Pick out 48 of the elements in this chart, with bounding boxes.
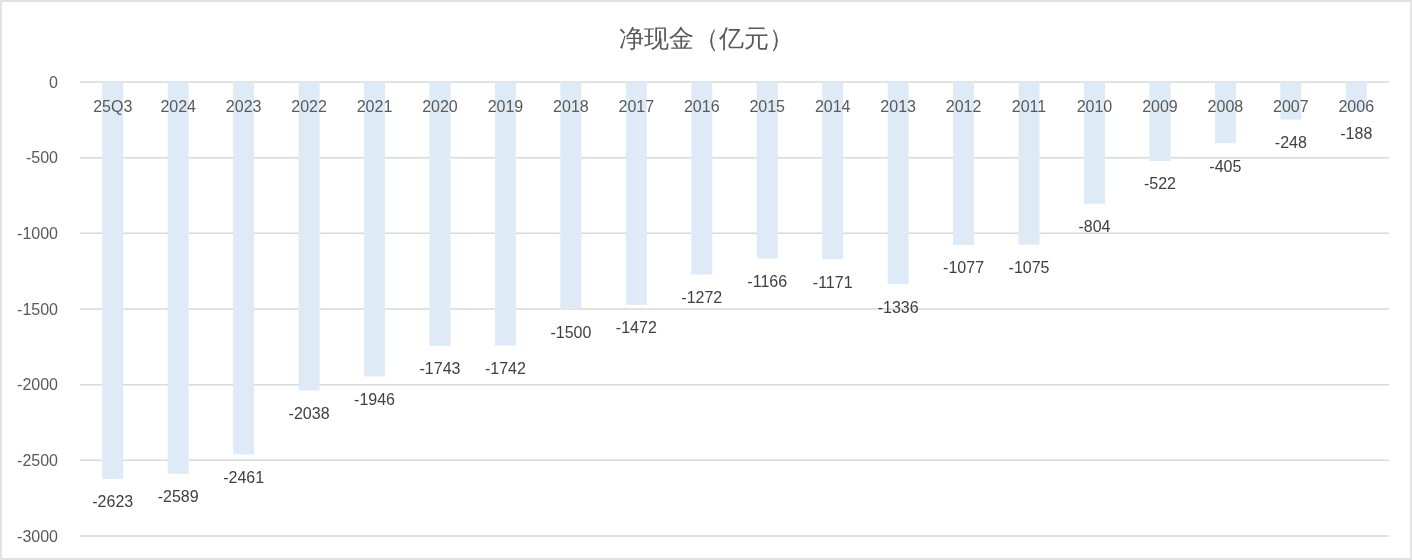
x-tick-label: 2021	[356, 97, 393, 115]
data-label: -1500	[550, 323, 592, 341]
x-tick-label: 2011	[1011, 97, 1047, 115]
data-label: -1077	[943, 259, 985, 277]
x-tick-label: 2006	[1338, 97, 1375, 115]
x-tick-label: 2017	[618, 97, 655, 115]
y-tick-label: 0	[49, 73, 58, 91]
data-label: -1743	[419, 360, 461, 378]
x-tick-label: 2009	[1142, 97, 1178, 115]
data-label: -1336	[877, 298, 919, 316]
y-tick-label: -2500	[17, 451, 58, 469]
x-tick-label: 2022	[291, 97, 327, 115]
y-tick-label: -3000	[17, 527, 58, 545]
data-label: -1272	[681, 289, 723, 306]
data-label: -2038	[288, 404, 330, 422]
x-tick-label: 2018	[553, 97, 589, 115]
data-label: -188	[1340, 124, 1373, 142]
data-label: -1171	[812, 273, 853, 291]
data-label: -1742	[484, 360, 526, 378]
title: 净现金（亿元）	[618, 24, 794, 52]
data-label: -405	[1209, 157, 1242, 175]
x-tick-label: 2008	[1207, 97, 1244, 115]
data-label: -522	[1143, 175, 1176, 193]
x-tick-label: 2016	[684, 97, 720, 115]
data-label: -2589	[157, 488, 199, 506]
x-tick-label: 2007	[1273, 97, 1309, 115]
data-label: -2461	[223, 468, 265, 486]
x-tick-label: 2019	[487, 97, 524, 115]
data-label: -1166	[747, 272, 788, 290]
y-tick-label: -1500	[17, 300, 58, 318]
y-tick-label: -500	[25, 149, 58, 167]
x-tick-label: 2020	[422, 97, 458, 115]
x-tick-label: 2013	[880, 97, 916, 115]
data-label: -1075	[1008, 259, 1050, 277]
y-tick-label: -2000	[17, 376, 58, 394]
x-tick-label: 2015	[749, 97, 785, 115]
x-tick-label: 25Q3	[93, 97, 133, 115]
x-tick-label: 2010	[1076, 97, 1113, 115]
data-label: -2623	[92, 493, 134, 511]
x-tick-label: 2024	[160, 97, 196, 115]
x-tick-label: 2012	[945, 97, 982, 115]
data-label: -804	[1078, 218, 1111, 236]
data-label: -248	[1274, 134, 1307, 152]
x-tick-label: 2023	[225, 97, 262, 115]
data-label: -1472	[615, 319, 657, 337]
x-tick-label: 2014	[814, 97, 851, 115]
data-label: -1946	[354, 391, 395, 408]
y-tick-label: -1000	[17, 224, 58, 242]
